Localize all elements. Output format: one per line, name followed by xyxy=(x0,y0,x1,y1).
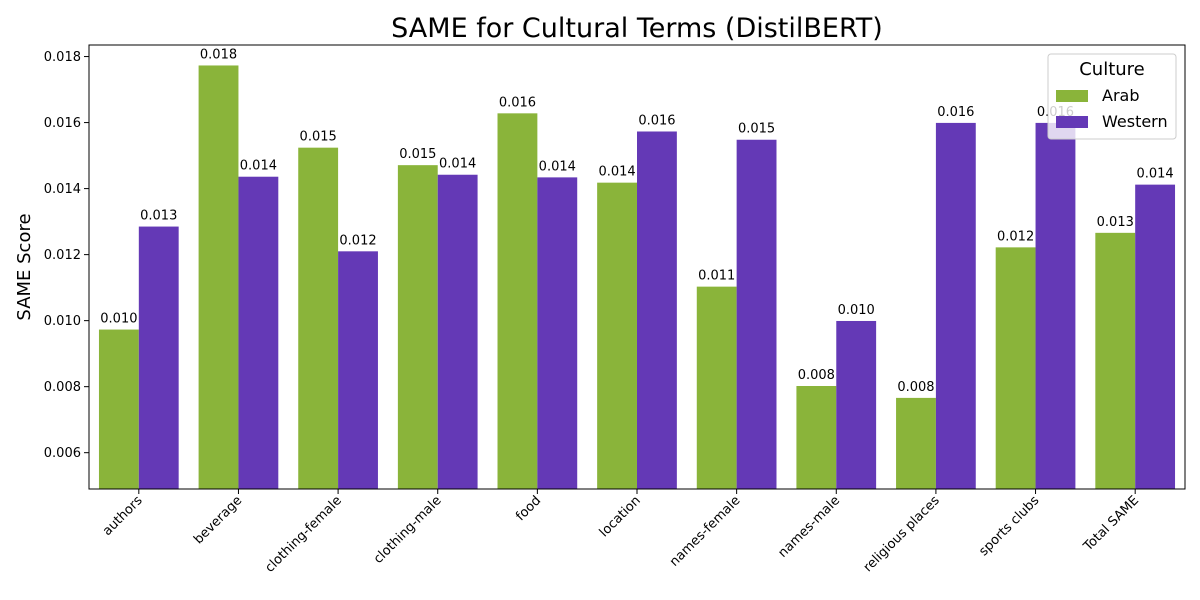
bar-western-5 xyxy=(637,131,677,490)
bar-western-3 xyxy=(437,174,478,489)
bar-western-6 xyxy=(736,139,777,489)
chart-title: SAME for Cultural Terms (DistilBERT) xyxy=(391,13,883,44)
data-label-western-2: 0.012 xyxy=(339,233,376,248)
data-label-arab-7: 0.008 xyxy=(798,368,835,383)
x-tick-label: names-male xyxy=(776,493,844,561)
data-label-arab-8: 0.008 xyxy=(897,380,934,395)
x-tick-label: religious places xyxy=(861,493,943,575)
plot-frame xyxy=(88,44,1186,490)
legend-swatch-western xyxy=(1056,116,1088,128)
bar-western-9 xyxy=(1035,122,1076,490)
x-tick-label: authors xyxy=(100,493,146,539)
bar-western-4 xyxy=(537,177,578,489)
y-tick-label: 0.006 xyxy=(44,446,81,461)
bar-western-2 xyxy=(338,251,378,489)
data-label-western-5: 0.016 xyxy=(638,113,675,128)
data-label-western-4: 0.014 xyxy=(539,159,576,174)
data-labels-layer: 0.010 0.018 0.015 0.015 0.016 0.014 0.011 0.008… xyxy=(100,47,1173,394)
legend: Culture Arab Western xyxy=(1047,53,1177,140)
data-label-arab-5: 0.014 xyxy=(598,165,635,180)
bar-arab-3 xyxy=(397,165,438,490)
y-tick-label: 0.008 xyxy=(44,380,81,395)
data-label-arab-3: 0.015 xyxy=(399,147,436,162)
bar-arab-10 xyxy=(1095,232,1136,490)
data-label-western-1: 0.014 xyxy=(240,159,277,174)
bar-western-0 xyxy=(138,226,179,489)
x-tick-label: food xyxy=(513,493,544,524)
data-label-arab-2: 0.015 xyxy=(300,130,337,145)
x-tick-label: clothing-female xyxy=(262,493,344,575)
data-label-arab-6: 0.011 xyxy=(698,269,735,284)
bar-arab-6 xyxy=(696,286,737,489)
x-tick-label: beverage xyxy=(191,493,245,547)
legend-title: Culture xyxy=(1079,59,1145,80)
data-label-western-0: 0.013 xyxy=(140,209,177,224)
data-label-western-10: 0.014 xyxy=(1136,167,1173,182)
bar-arab-2 xyxy=(298,147,339,490)
bar-western-1 xyxy=(238,176,279,490)
bar-arab-7 xyxy=(796,386,837,489)
x-tick-label: Total SAME xyxy=(1080,493,1142,555)
bar-arab-8 xyxy=(896,397,936,489)
x-axis: authors beverage clothing-female clothing-m… xyxy=(100,489,1142,576)
y-axis-label: SAME Score xyxy=(14,213,35,320)
bar-arab-9 xyxy=(995,247,1036,489)
bar-western-7 xyxy=(836,320,877,489)
legend-swatch-arab xyxy=(1056,90,1088,102)
data-label-arab-10: 0.013 xyxy=(1097,215,1134,230)
bars-layer xyxy=(98,65,1176,490)
y-tick-label: 0.012 xyxy=(44,248,81,263)
y-tick-label: 0.016 xyxy=(44,116,81,131)
data-label-arab-1: 0.018 xyxy=(200,47,237,62)
y-tick-label: 0.018 xyxy=(44,50,81,65)
x-tick-label: clothing-male xyxy=(371,493,445,567)
legend-label-arab: Arab xyxy=(1102,86,1139,105)
y-axis: 0.006 0.008 0.010 0.012 0.014 0.016 0.018 xyxy=(44,50,89,461)
data-label-arab-9: 0.012 xyxy=(997,229,1034,244)
x-tick-label: names-female xyxy=(667,493,743,569)
data-label-arab-0: 0.010 xyxy=(100,312,137,327)
data-label-western-7: 0.010 xyxy=(838,303,875,318)
bar-western-10 xyxy=(1135,184,1176,489)
y-tick-label: 0.010 xyxy=(44,314,81,329)
legend-label-western: Western xyxy=(1102,112,1168,131)
bar-arab-4 xyxy=(497,113,538,490)
bar-arab-1 xyxy=(198,65,239,489)
data-label-western-6: 0.015 xyxy=(738,122,775,137)
data-label-western-8: 0.016 xyxy=(937,105,974,120)
x-tick-label: location xyxy=(597,493,644,540)
data-label-western-3: 0.014 xyxy=(439,157,476,172)
bar-arab-0 xyxy=(98,329,139,489)
bar-western-8 xyxy=(935,122,976,490)
y-tick-label: 0.014 xyxy=(44,182,81,197)
x-tick-label: sports clubs xyxy=(976,493,1042,559)
data-label-arab-4: 0.016 xyxy=(499,95,536,110)
bar-arab-5 xyxy=(597,182,637,490)
